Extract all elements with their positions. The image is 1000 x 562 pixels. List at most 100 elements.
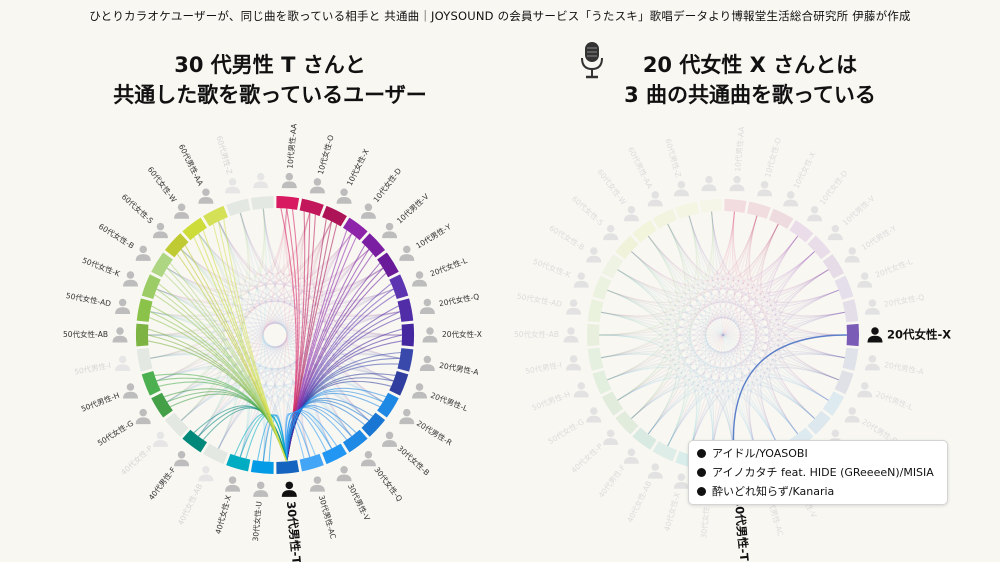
background-chord: [607, 367, 698, 455]
user-arc: [321, 205, 347, 227]
user-label: 10代男性-V: [840, 193, 877, 228]
song-item: 酔いどれ知らず/Kanaria: [697, 482, 939, 501]
background-chord: [601, 223, 686, 317]
user-label: 60代男性-AA: [177, 142, 207, 188]
user-label: 50代女性-AB: [514, 329, 559, 339]
background-chord: [732, 211, 829, 401]
user-label: 50代女性-AD: [65, 290, 112, 308]
user-arc: [675, 201, 700, 219]
user-arc: [389, 274, 409, 300]
user-arc: [587, 347, 604, 371]
user-label: 40代女性-AB: [175, 482, 204, 527]
person-icon: [225, 476, 241, 492]
user-label: 50代男性-H: [79, 390, 120, 414]
user-label: 50代男性-I: [73, 360, 111, 377]
user-label: 20代女性-Q: [438, 291, 480, 308]
background-chord: [766, 235, 829, 297]
background-chord: [667, 223, 779, 447]
background-chord: [217, 221, 370, 287]
person-icon: [573, 272, 589, 288]
user-arc: [182, 217, 208, 241]
common-songs-tooltip: アイドル/YOASOBI アイノカタチ feat. HIDE (GReeeeN)…: [688, 440, 948, 505]
user-label: 20代男性-L: [874, 389, 915, 413]
user-arc: [361, 233, 386, 258]
person-icon: [827, 224, 843, 241]
background-chord: [617, 269, 779, 447]
person-icon: [844, 247, 860, 263]
background-chord: [607, 289, 839, 381]
background-chord: [617, 373, 680, 435]
background-chord: [150, 212, 311, 359]
person-icon: [382, 222, 398, 239]
person-icon: [422, 327, 438, 343]
user-arc: [164, 233, 189, 258]
user-label: 10代女性-D: [371, 166, 404, 205]
background-chord: [617, 211, 714, 401]
person-icon: [122, 383, 138, 399]
background-chord: [711, 211, 815, 286]
background-chord: [217, 221, 370, 422]
background-chord: [732, 211, 829, 293]
background-chord: [598, 334, 664, 381]
background-chord: [180, 248, 251, 458]
background-chord: [311, 221, 384, 294]
background-chord: [601, 251, 672, 359]
background-chord: [601, 215, 758, 359]
user-label: 50代男性-I: [524, 359, 562, 376]
background-chord: [631, 382, 689, 447]
background-chord: [766, 235, 829, 401]
person-icon: [623, 205, 639, 222]
background-chord: [688, 215, 845, 359]
user-arc: [822, 391, 845, 416]
background-chord: [607, 251, 673, 307]
background-chord: [607, 235, 799, 381]
person-icon: [673, 473, 689, 489]
background-chord: [239, 212, 267, 462]
background-chord: [197, 208, 266, 280]
background-chord: [667, 269, 829, 447]
user-arc: [361, 412, 386, 437]
right-title-line2: 3 曲の共通曲を歌っている: [624, 83, 876, 107]
background-chord: [262, 394, 333, 462]
background-chord: [607, 367, 758, 455]
user-arc: [397, 347, 414, 372]
background-chord: [617, 269, 848, 336]
user-arc: [321, 443, 347, 465]
background-chord: [617, 375, 779, 447]
background-chord: [783, 311, 845, 359]
background-chord: [667, 223, 848, 336]
background-chord: [180, 248, 394, 306]
background-chord: [156, 288, 403, 336]
background-chord: [180, 364, 394, 422]
person-icon: [360, 450, 376, 467]
background-chord: [607, 215, 758, 303]
background-chord: [217, 221, 288, 462]
user-arc: [276, 460, 300, 474]
background-chord: [217, 208, 288, 276]
background-chord: [156, 288, 230, 437]
background-chord: [631, 379, 799, 435]
person-icon: [115, 355, 131, 371]
background-chord: [711, 211, 799, 435]
background-chord: [688, 215, 758, 455]
background-chord: [759, 223, 839, 381]
background-chord: [601, 311, 845, 359]
user-arc: [299, 198, 324, 217]
user-label: 10代男性-Y: [414, 221, 453, 250]
bullet-icon: [697, 487, 706, 496]
background-chord: [150, 208, 265, 316]
song-title: 酔いどれ知らず/Kanaria: [712, 485, 835, 498]
background-chord: [156, 208, 288, 382]
user-label: 50代女性-G: [546, 416, 586, 446]
background-chord: [617, 367, 829, 401]
background-chord: [598, 334, 779, 447]
background-chord: [631, 215, 758, 419]
background-chord: [601, 311, 815, 419]
background-chord: [647, 353, 845, 435]
background-chord: [766, 373, 829, 435]
background-chord: [760, 353, 845, 447]
user-label: 10代男性-AA: [732, 125, 746, 172]
person-icon: [412, 271, 428, 287]
person-icon: [152, 222, 168, 239]
background-chord: [617, 377, 714, 459]
